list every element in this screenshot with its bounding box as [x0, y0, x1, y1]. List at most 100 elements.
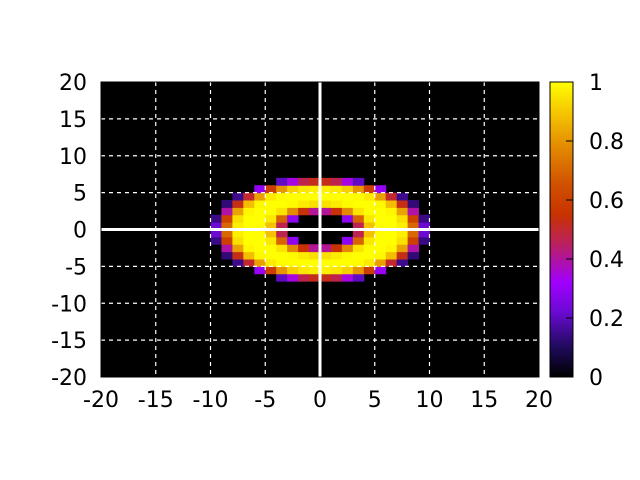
- heatmap-cell: [407, 251, 420, 260]
- x-tick-label: 20: [525, 388, 553, 413]
- heatmap-cell: [221, 200, 233, 208]
- heatmap-cell: [396, 222, 409, 231]
- heatmap-cell: [374, 266, 387, 275]
- heatmap-cell: [352, 251, 365, 260]
- heatmap-cell: [276, 207, 288, 216]
- heatmap-cell: [374, 200, 387, 208]
- heatmap-cell: [276, 273, 288, 282]
- heatmap-cell: [341, 185, 354, 194]
- heatmap-cell: [254, 259, 266, 267]
- heatmap-cell: [287, 200, 299, 208]
- heatmap-cell: [320, 207, 332, 216]
- heatmap-cell: [298, 207, 310, 216]
- heatmap-cell: [341, 207, 354, 216]
- heatmap-cell: [363, 207, 376, 216]
- heatmap-cell: [232, 251, 244, 260]
- heatmap-cell: [418, 236, 430, 245]
- heatmap-cell: [309, 244, 321, 253]
- heatmap-cell: [396, 251, 409, 260]
- heatmap-cell: [352, 244, 365, 253]
- heatmap-cell: [243, 192, 255, 201]
- heatmap-cell: [276, 251, 288, 260]
- heatmap-cell: [298, 273, 310, 282]
- y-tick-label: -10: [51, 292, 87, 317]
- colorbar-tick-label: 0: [589, 366, 603, 391]
- heatmap-cell: [232, 236, 244, 245]
- heatmap-cell: [330, 259, 343, 267]
- heatmap-cell: [341, 266, 354, 275]
- heatmap-cell: [352, 192, 365, 201]
- heatmap-cell: [221, 214, 233, 223]
- heatmap-cell: [352, 273, 365, 282]
- heatmap-cell: [330, 251, 343, 260]
- heatmap-cell: [243, 222, 255, 231]
- heatmap-cell: [320, 273, 332, 282]
- zero-axes: [101, 82, 539, 377]
- y-tick-labels: 20 15 10 5 0 -5 -10 -15 -20: [51, 71, 87, 391]
- heatmap-cell: [287, 273, 299, 282]
- x-tick-label: 0: [313, 388, 327, 413]
- heatmap-cell: [407, 214, 420, 223]
- heatmap-cell: [232, 244, 244, 253]
- x-tick-label: -15: [138, 388, 174, 413]
- heatmap-cell: [352, 177, 365, 186]
- heatmap-cell: [374, 229, 387, 238]
- heatmap-cell: [232, 200, 244, 208]
- heatmap-cell: [254, 222, 266, 231]
- heatmap-cell: [320, 200, 332, 208]
- heatmap-cell: [352, 259, 365, 267]
- heatmap-cell: [232, 192, 244, 201]
- colorbar-tick-label: 1: [589, 71, 603, 96]
- heatmap-cell: [287, 214, 299, 223]
- heatmap-cell: [287, 177, 299, 186]
- heatmap-cell: [396, 229, 409, 238]
- heatmap-cell: [341, 251, 354, 260]
- heatmap-cell: [276, 259, 288, 267]
- heatmap-cell: [341, 214, 354, 223]
- heatmap-cell: [265, 185, 277, 194]
- heatmap-cell: [385, 222, 398, 231]
- heatmap-cell: [309, 185, 321, 194]
- heatmap-cell: [298, 266, 310, 275]
- heatmap-cell: [363, 251, 376, 260]
- heatmap-cell: [407, 229, 420, 238]
- heatmap-cell: [309, 251, 321, 260]
- heatmap-cell: [320, 251, 332, 260]
- heatmap-cell: [298, 244, 310, 253]
- heatmap-cell: [330, 207, 343, 216]
- heatmap-cell: [276, 266, 288, 275]
- heatmap-cell: [385, 229, 398, 238]
- heatmap-cell: [265, 192, 277, 201]
- heatmap-cell: [287, 236, 299, 245]
- heatmap-cell: [298, 200, 310, 208]
- heatmap-cell: [276, 244, 288, 253]
- heatmap-cell: [320, 259, 332, 267]
- y-tick-label: 15: [59, 108, 87, 133]
- heatmap-cell: [309, 259, 321, 267]
- heatmap-cell: [341, 200, 354, 208]
- heatmap-cell: [374, 222, 387, 231]
- heatmap-cell: [276, 192, 288, 201]
- heatmap-cell: [221, 251, 233, 260]
- heatmap-cell: [221, 207, 233, 216]
- heatmap-cell: [363, 214, 376, 223]
- y-tick-label: -15: [51, 329, 87, 354]
- heatmap-cell: [320, 244, 332, 253]
- heatmap-cell: [363, 236, 376, 245]
- heatmap-cell: [352, 185, 365, 194]
- x-tick-label: -20: [83, 388, 119, 413]
- heatmap-cell: [385, 214, 398, 223]
- heatmap-cell: [352, 214, 365, 223]
- heatmap-cell: [265, 200, 277, 208]
- heatmap-cell: [254, 192, 266, 201]
- heatmap-cell: [276, 177, 288, 186]
- heatmap-cell: [407, 207, 420, 216]
- y-tick-label: 20: [59, 71, 87, 96]
- heatmap-cell: [418, 229, 430, 238]
- colorbar-tick-labels: 1 0.8 0.6 0.4 0.2 0: [566, 71, 624, 391]
- heatmap-cell: [385, 251, 398, 260]
- heatmap-cell: [265, 207, 277, 216]
- heatmap-cell: [287, 251, 299, 260]
- heatmap-cell: [276, 236, 288, 245]
